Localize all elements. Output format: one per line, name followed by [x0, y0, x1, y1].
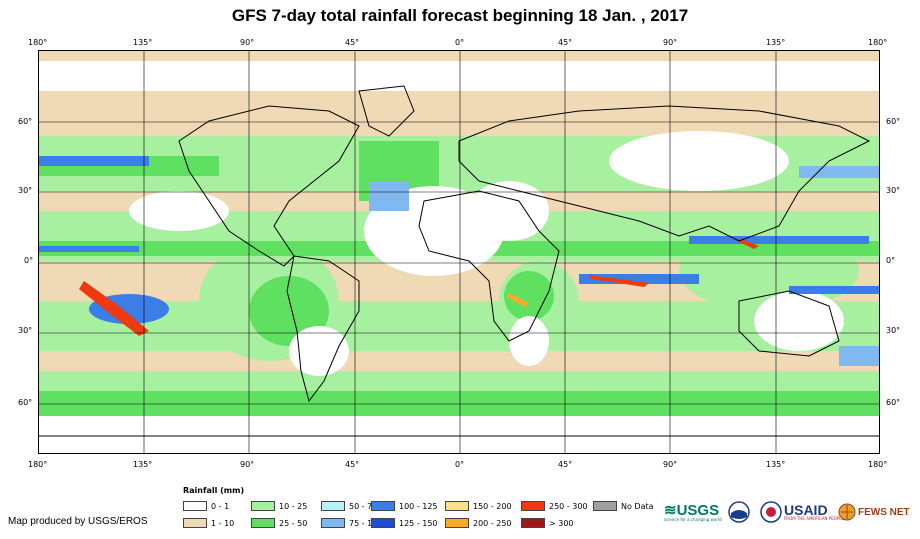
legend-item: 100 - 125: [371, 500, 438, 512]
africa-outline: [418, 190, 560, 342]
eurasia-outline: [458, 105, 871, 242]
lon-label: 45°: [558, 460, 573, 469]
lon-label: 135°: [133, 38, 153, 47]
noaa-emblem-icon: [728, 501, 750, 523]
lat-label: 60°: [18, 398, 33, 407]
legend-swatch: [321, 501, 345, 511]
lon-label: 90°: [663, 460, 678, 469]
usaid-logo: USAID FROM THE AMERICAN PEOPLE: [760, 498, 844, 526]
legend-swatch: [371, 518, 395, 528]
legend-item: 125 - 150: [371, 517, 438, 529]
rain-25-50-areas: [39, 141, 879, 416]
lat-label: 30°: [886, 186, 901, 195]
lon-label: 90°: [240, 38, 255, 47]
lon-label: 45°: [345, 460, 360, 469]
lat-label: 30°: [18, 326, 33, 335]
usgs-logo: ≋USGS science for a changing world: [664, 501, 722, 522]
lat-label: 60°: [886, 117, 901, 126]
lon-label: 45°: [345, 38, 360, 47]
legend-item: 250 - 300: [521, 500, 588, 512]
greenland-outline: [358, 85, 415, 137]
legend-swatch: [251, 501, 275, 511]
legend-item: 25 - 50: [251, 517, 307, 529]
legend-item: 200 - 250: [445, 517, 512, 529]
lat-label: 0°: [886, 256, 896, 265]
lon-label: 180°: [868, 460, 888, 469]
graticule: [39, 51, 879, 453]
map-title: GFS 7-day total rainfall forecast beginn…: [231, 6, 689, 25]
rain-0-1-areas: [39, 61, 879, 453]
fewsnet-globe-icon: [838, 503, 856, 521]
lon-label: 135°: [133, 460, 153, 469]
legend-swatch: [593, 501, 617, 511]
legend-title: Rainfall (mm): [183, 486, 245, 495]
lon-label: 90°: [663, 38, 678, 47]
legend-swatch: [321, 518, 345, 528]
legend-swatch: [183, 501, 207, 511]
noaa-logo: [728, 498, 750, 526]
map-credit: Map produced by USGS/EROS: [8, 516, 148, 527]
legend-swatch: [521, 518, 545, 528]
lon-label: 0°: [455, 460, 465, 469]
legend-item: 75 - 100: [321, 517, 382, 529]
lon-label: 180°: [28, 460, 48, 469]
legend: 0 - 1 1 - 10 10 - 25 25 - 50 50 - 75 75 …: [183, 500, 654, 532]
south-america-outline: [286, 255, 360, 403]
lat-label: 30°: [886, 326, 901, 335]
legend-swatch: [445, 501, 469, 511]
australia-outline: [738, 290, 840, 357]
lon-label: 90°: [240, 460, 255, 469]
lon-label: 180°: [868, 38, 888, 47]
legend-swatch: [183, 518, 207, 528]
legend-swatch: [445, 518, 469, 528]
legend-item: 150 - 200: [445, 500, 512, 512]
lat-label: 30°: [18, 186, 33, 195]
legend-item: 10 - 25: [251, 500, 307, 512]
lon-label: 135°: [766, 38, 786, 47]
legend-item: 50 - 75: [321, 500, 377, 512]
legend-swatch: [371, 501, 395, 511]
rainfall-map-canvas: [39, 51, 879, 453]
lon-label: 45°: [558, 38, 573, 47]
usaid-seal-icon: [760, 501, 782, 523]
legend-swatch: [251, 518, 275, 528]
lon-label: 180°: [28, 38, 48, 47]
rain-75-100-areas: [369, 166, 879, 366]
lat-label: 60°: [18, 117, 33, 126]
rain-extreme-areas: [79, 238, 759, 336]
rainfall-map: [38, 50, 880, 454]
lon-label: 135°: [766, 460, 786, 469]
north-america-outline: [178, 105, 360, 267]
fewsnet-logo: FEWS NET: [838, 498, 910, 526]
lon-label: 0°: [455, 38, 465, 47]
lat-label: 60°: [886, 398, 901, 407]
lat-label: 0°: [24, 256, 34, 265]
legend-swatch: [521, 501, 545, 511]
legend-item: 1 - 10: [183, 517, 234, 529]
legend-item: No Data: [593, 500, 654, 512]
legend-item: 0 - 1: [183, 500, 229, 512]
legend-item: > 300: [521, 517, 574, 529]
